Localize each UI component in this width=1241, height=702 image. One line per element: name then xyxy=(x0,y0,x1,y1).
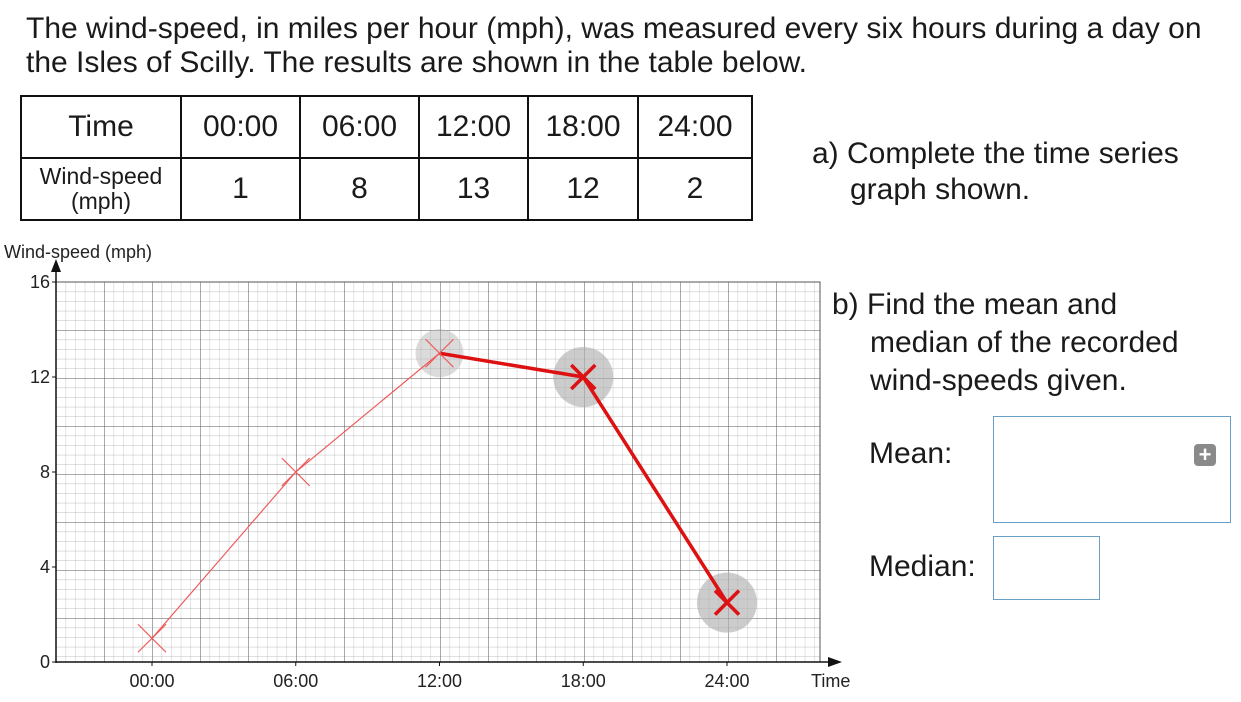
data-table: Time 00:00 06:00 12:00 18:00 24:00 Wind-… xyxy=(20,95,753,221)
question-b: b) Find the mean and median of the recor… xyxy=(832,286,1179,400)
x-tick-label: 18:00 xyxy=(561,671,606,691)
table-cell: 00:00 xyxy=(180,95,301,159)
table-cell: 8 xyxy=(299,157,420,221)
table-cell: 18:00 xyxy=(527,95,639,159)
table-cell: 13 xyxy=(418,157,529,221)
median-label: Median: xyxy=(869,550,976,583)
table-cell: 2 xyxy=(637,157,753,221)
table-row-time: Time 00:00 06:00 12:00 18:00 24:00 xyxy=(20,95,753,159)
table-header-time: Time xyxy=(20,95,182,159)
question-a-line: a) Complete the time series xyxy=(812,137,1179,170)
mean-answer-box[interactable] xyxy=(993,416,1231,523)
question-a: a) Complete the time series graph shown. xyxy=(812,136,1179,208)
question-b-line: b) Find the mean and xyxy=(832,288,1118,321)
x-ticks: 00:00 06:00 12:00 18:00 24:00 xyxy=(129,662,750,691)
chart-marks xyxy=(137,329,757,653)
y-tick-label: 12 xyxy=(30,367,50,387)
y-tick-label: 4 xyxy=(40,557,50,577)
question-a-line: graph shown. xyxy=(850,173,1031,206)
y-tick-label: 0 xyxy=(40,652,50,672)
x-tick-label: 06:00 xyxy=(273,671,318,691)
plus-icon[interactable]: + xyxy=(1194,444,1216,466)
intro-text: The wind-speed, in miles per hour (mph),… xyxy=(26,12,1202,79)
table-cell: 24:00 xyxy=(637,95,753,159)
question-b-line: median of the recorded xyxy=(870,326,1179,359)
plotted-point-marker xyxy=(713,589,741,616)
y-axis-arrow-icon xyxy=(51,259,61,272)
plotted-point-marker xyxy=(570,363,597,391)
x-tick-label: 00:00 xyxy=(129,671,174,691)
given-point-marker xyxy=(137,623,167,653)
y-axis-label: Wind-speed (mph) xyxy=(4,242,152,262)
table-row-speed: Wind-speed (mph) 1 8 13 12 2 xyxy=(20,157,753,221)
median-answer-box[interactable] xyxy=(993,536,1100,600)
y-ticks: 0 4 8 12 16 xyxy=(30,272,56,672)
table-cell: 1 xyxy=(180,157,301,221)
table-cell: 12:00 xyxy=(418,95,529,159)
table-header-wind-speed: Wind-speed (mph) xyxy=(20,157,182,221)
table-cell: 06:00 xyxy=(299,95,420,159)
x-axis-arrow-icon xyxy=(828,657,842,667)
question-b-line: wind-speeds given. xyxy=(870,364,1127,397)
table-cell: 12 xyxy=(527,157,639,221)
table-header-line: (mph) xyxy=(70,188,132,214)
x-axis-label: Time xyxy=(811,671,850,691)
y-tick-label: 16 xyxy=(30,272,50,292)
x-tick-label: 24:00 xyxy=(704,671,749,691)
y-tick-label: 8 xyxy=(40,462,50,482)
x-tick-label: 12:00 xyxy=(417,671,462,691)
table-header-line: Wind-speed xyxy=(39,163,163,189)
given-point-marker xyxy=(281,457,311,487)
mean-label: Mean: xyxy=(869,437,953,470)
given-point-marker xyxy=(425,338,454,368)
grid-major xyxy=(56,282,820,662)
